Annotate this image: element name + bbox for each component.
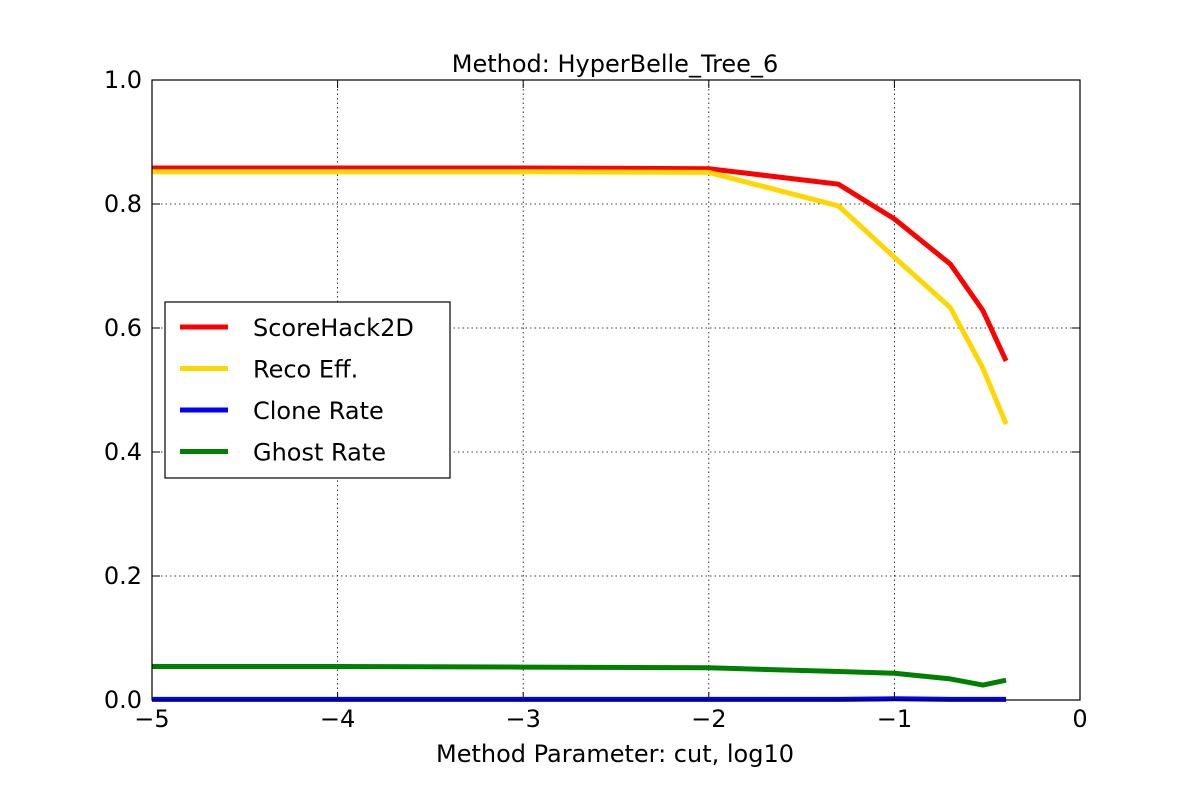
- x-tick-label: −1: [877, 705, 912, 733]
- y-tick-label: 1.0: [104, 66, 142, 94]
- series-line-ghost-rate: [152, 664, 1007, 688]
- chart-title: Method: HyperBelle_Tree_6: [452, 50, 778, 78]
- legend-label-scorehack2d: ScoreHack2D: [253, 314, 414, 342]
- y-tick-label: 0.6: [104, 314, 142, 342]
- y-tick-label: 0.2: [104, 562, 142, 590]
- grid: [152, 80, 1080, 700]
- y-tick-label: 0.4: [104, 438, 142, 466]
- x-tick-label: −5: [134, 705, 169, 733]
- x-tick-label: 0: [1072, 705, 1087, 733]
- series-line-scorehack2d: [152, 165, 1009, 362]
- series-line-clone-rate: [152, 696, 1007, 702]
- legend-box: [164, 301, 451, 479]
- legend: ScoreHack2D Reco Eff. Clone Rate Ghost Rate: [164, 301, 451, 479]
- plot-frame: [151, 79, 1081, 701]
- x-tick-label: −4: [320, 705, 355, 733]
- legend-label-clone-rate: Clone Rate: [253, 397, 384, 425]
- x-tick-label: −3: [506, 705, 541, 733]
- y-tick-label: 0.0: [104, 686, 142, 714]
- legend-label-ghost-rate: Ghost Rate: [253, 439, 386, 467]
- axis-ticks: −5 −4 −3 −2 −1 0 0.0 0.2 0.4 0.6 0.8 1.0: [104, 66, 1088, 733]
- x-tick-label: −2: [691, 705, 726, 733]
- x-axis-label: Method Parameter: cut, log10: [436, 740, 794, 768]
- series-line-reco-eff: [152, 169, 1009, 426]
- y-tick-label: 0.8: [104, 190, 142, 218]
- legend-label-reco-eff: Reco Eff.: [253, 356, 358, 384]
